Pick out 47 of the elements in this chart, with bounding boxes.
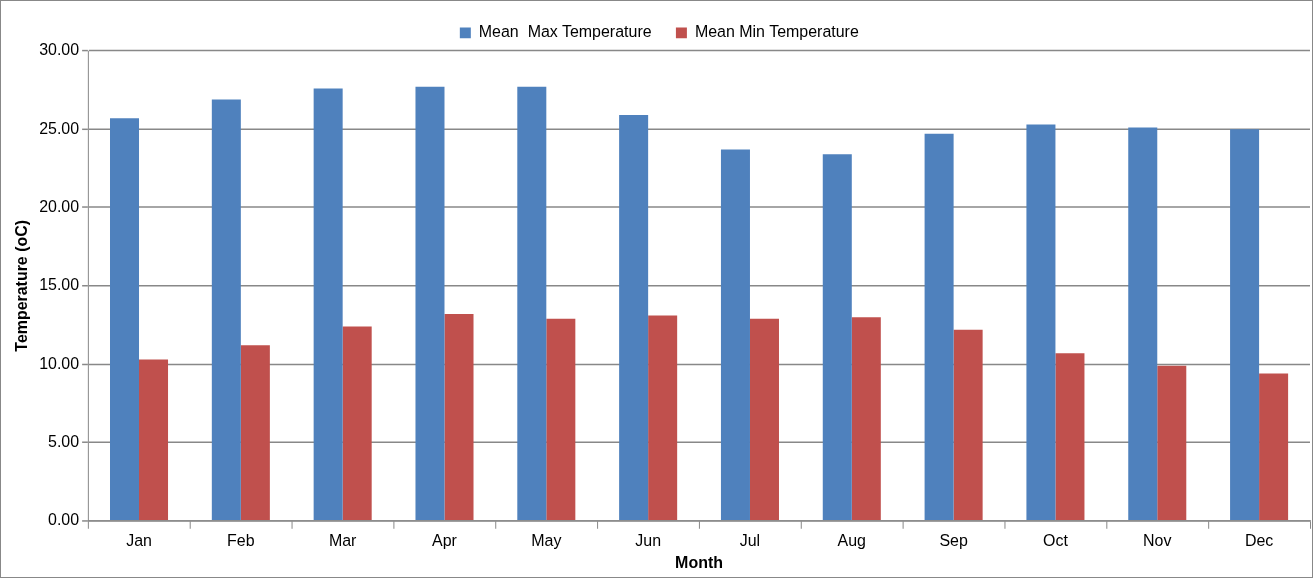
bar [546, 318, 576, 521]
y-axis-title: Temperature (oC) [12, 219, 30, 352]
bar [444, 314, 474, 521]
bar [648, 315, 678, 521]
x-tick-label: Mar [328, 531, 358, 549]
bar [851, 317, 881, 521]
x-tick-label: Jul [739, 531, 761, 549]
bar [1259, 373, 1289, 521]
x-tick-label: Jan [126, 531, 152, 549]
x-tick-label: Jun [635, 531, 662, 549]
x-tick-label: Nov [1143, 531, 1172, 549]
bar [1026, 124, 1056, 521]
bar [139, 359, 169, 521]
bar [924, 133, 954, 521]
bar [211, 99, 241, 521]
x-tick-label: Aug [837, 531, 866, 549]
x-tick-label: Sep [939, 531, 968, 549]
bar [517, 86, 547, 521]
bar [415, 86, 445, 521]
y-tick-label: 20.00 [39, 197, 80, 215]
bar [342, 326, 372, 521]
x-tick-label: Dec [1244, 531, 1274, 549]
x-tick-label: Oct [1043, 531, 1069, 549]
x-tick-label: May [531, 531, 562, 549]
x-tick-label: Apr [432, 531, 458, 549]
bar [720, 149, 750, 521]
bar [749, 318, 779, 521]
y-tick-label: 15.00 [39, 276, 80, 294]
y-tick-label: 30.00 [39, 41, 80, 59]
bar [1128, 127, 1158, 521]
bar [313, 88, 343, 521]
y-tick-label: 5.00 [48, 432, 80, 450]
bar [619, 115, 649, 521]
bar [953, 329, 983, 521]
bar [1157, 365, 1187, 521]
y-tick-label: 25.00 [39, 119, 80, 137]
y-tick-label: 0.00 [48, 511, 80, 529]
x-tick-label: Feb [227, 531, 255, 549]
bar [240, 345, 270, 521]
x-axis-title: Month [675, 553, 723, 571]
legend-label: Mean Min Temperature [694, 23, 859, 41]
bar [1055, 353, 1085, 521]
bar [110, 118, 140, 521]
bar [1230, 129, 1260, 521]
legend-label: Mean Max Temperature [478, 23, 652, 41]
bar [822, 154, 852, 521]
y-tick-label: 10.00 [39, 354, 80, 372]
